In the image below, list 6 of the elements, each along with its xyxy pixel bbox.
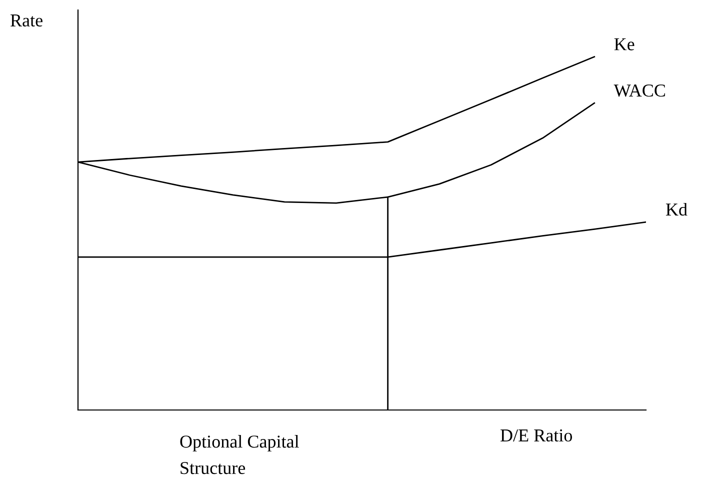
x-axis-title: D/E Ratio xyxy=(500,429,572,442)
y-axis-title: Rate xyxy=(10,14,42,27)
series-label: WACC xyxy=(614,84,665,97)
series-label: Ke xyxy=(614,38,634,50)
series-label: Kd xyxy=(666,202,688,216)
text: Optional Capital Structure xyxy=(180,435,299,474)
